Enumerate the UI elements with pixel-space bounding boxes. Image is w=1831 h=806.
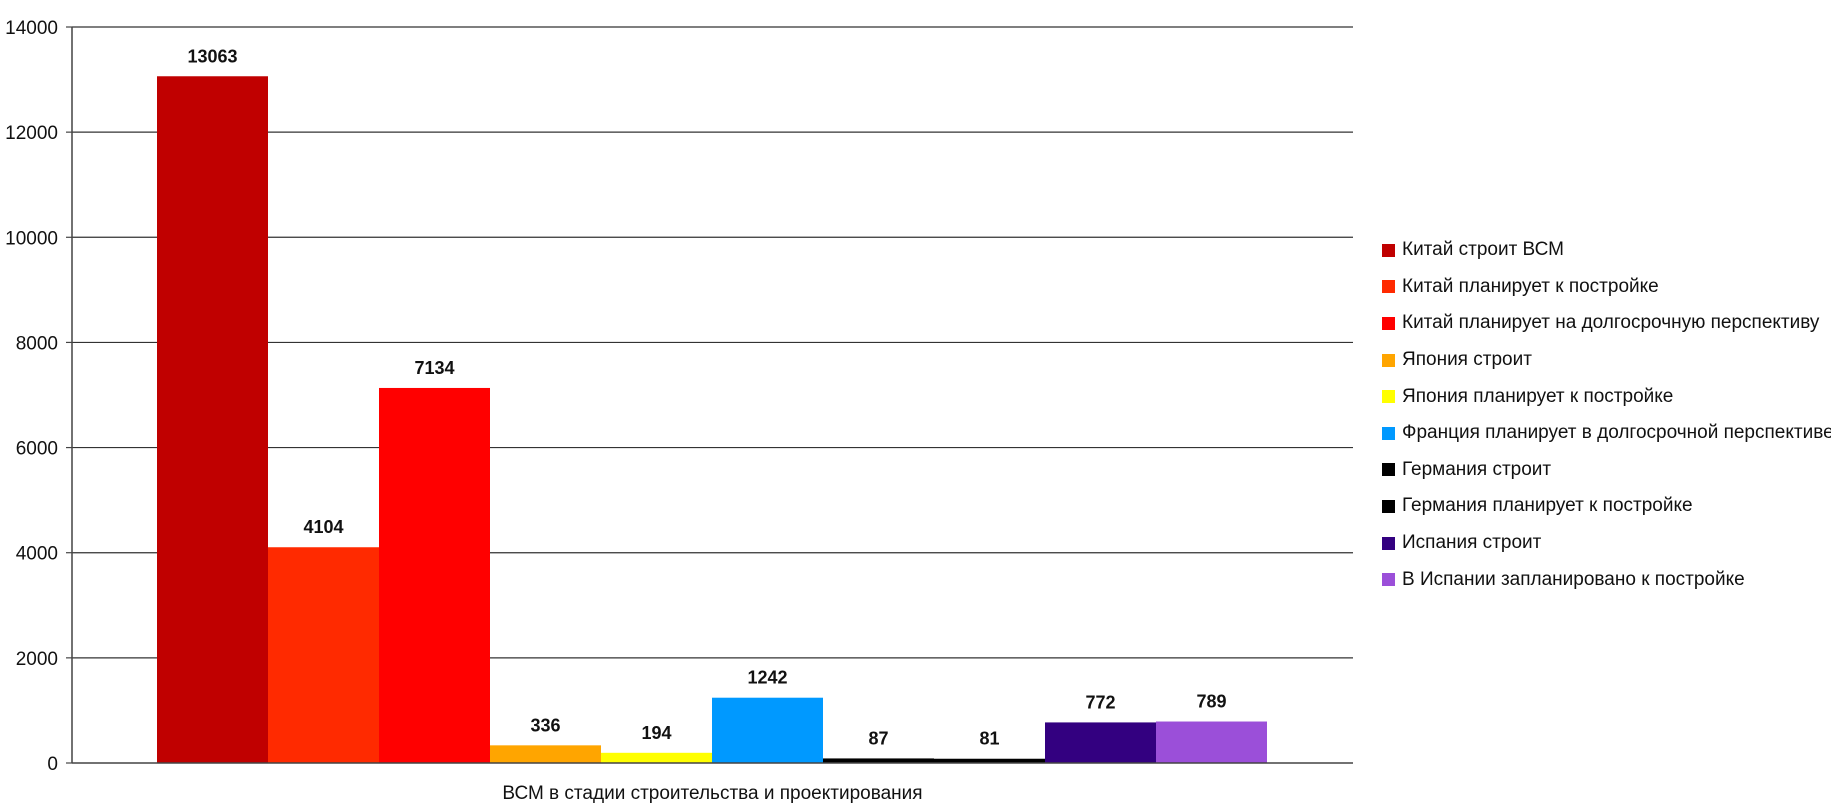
- legend-swatch: [1382, 316, 1395, 330]
- legend-swatch: [1382, 280, 1395, 294]
- legend-swatch: [1382, 463, 1395, 477]
- legend-label: Китай планирует на долгосрочную перспект…: [1402, 312, 1820, 334]
- bar: [712, 697, 823, 763]
- bar: [823, 758, 934, 763]
- data-label: 7134: [414, 358, 454, 378]
- bar: [490, 745, 601, 763]
- data-labels: 13063 4104 7134 336 194 1242 87 81 772 789: [187, 46, 1226, 748]
- data-label: 772: [1085, 692, 1115, 712]
- data-label: 4104: [303, 517, 343, 537]
- legend-item: Франция планирует в долгосрочной перспек…: [1382, 415, 1831, 452]
- bar: [1045, 722, 1156, 763]
- legend-label: Япония строит: [1402, 349, 1532, 371]
- legend-swatch: [1382, 390, 1395, 404]
- legend-item: В Испании запланировано к постройке: [1382, 561, 1822, 598]
- y-tick-label: 12000: [5, 123, 58, 144]
- y-tick-label: 14000: [5, 18, 58, 39]
- legend-swatch: [1382, 243, 1395, 257]
- bar: [157, 76, 268, 764]
- legend-item: Япония планирует к постройке: [1382, 378, 1822, 415]
- legend-label: В Испании запланировано к постройке: [1402, 568, 1745, 590]
- bars: [157, 76, 1267, 764]
- bar: [379, 387, 490, 763]
- legend-label: Япония планирует к постройке: [1402, 385, 1674, 407]
- legend-swatch: [1382, 573, 1395, 587]
- legend-label: Германия планирует к постройке: [1402, 495, 1693, 517]
- y-tick-label: 6000: [16, 439, 58, 460]
- legend-item: Германия планирует к постройке: [1382, 488, 1822, 525]
- data-label: 13063: [187, 46, 237, 66]
- bar: [601, 752, 712, 763]
- legend: Китай строит ВСМ Китай планирует к постро…: [1382, 232, 1831, 598]
- legend-item: Испания строит: [1382, 525, 1822, 562]
- legend-swatch: [1382, 426, 1395, 440]
- legend-swatch: [1382, 536, 1395, 550]
- data-label: 1242: [747, 668, 787, 688]
- y-axis-tick-labels: 0 2000 4000 6000 8000 10000 12000 14000: [5, 18, 58, 775]
- data-label: 194: [641, 723, 671, 743]
- legend-item: Китай строит ВСМ: [1382, 232, 1822, 269]
- legend-label: Китай строит ВСМ: [1402, 239, 1564, 261]
- x-axis-label: ВСМ в стадии строительства и проектирова…: [502, 783, 922, 804]
- y-tick-label: 8000: [16, 333, 58, 354]
- y-tick-label: 2000: [16, 649, 58, 670]
- legend-label: Франция планирует в долгосрочной перспек…: [1402, 422, 1831, 444]
- y-tick-label: 10000: [5, 228, 58, 249]
- y-tick-label: 4000: [16, 544, 58, 565]
- bar: [1156, 721, 1267, 763]
- data-label: 81: [979, 729, 999, 749]
- legend-item: Япония строит: [1382, 342, 1822, 379]
- bar: [934, 758, 1045, 763]
- legend-swatch: [1382, 353, 1395, 367]
- legend-label: Испания строит: [1402, 532, 1542, 554]
- legend-item: Китай планирует на долгосрочную перспект…: [1382, 305, 1822, 342]
- bar: [268, 547, 379, 763]
- legend-item: Германия строит: [1382, 452, 1822, 489]
- legend-item: Китай планирует к постройке: [1382, 269, 1822, 306]
- y-tick-label: 0: [47, 754, 58, 775]
- legend-label: Германия строит: [1402, 458, 1552, 480]
- legend-label: Китай планирует к постройке: [1402, 275, 1659, 297]
- data-label: 336: [530, 715, 560, 735]
- legend-swatch: [1382, 499, 1395, 513]
- data-label: 87: [868, 728, 888, 748]
- data-label: 789: [1196, 692, 1226, 712]
